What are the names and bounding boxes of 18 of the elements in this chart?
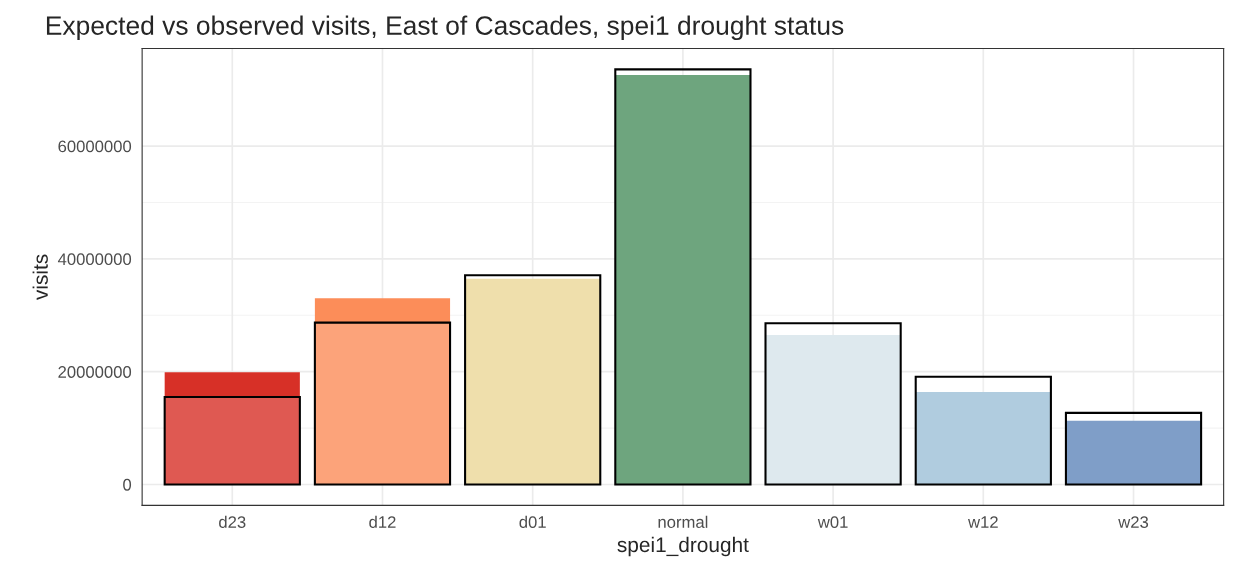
y-tick-label: 20000000: [58, 366, 132, 378]
y-tick-label: 60000000: [58, 140, 132, 153]
x-tick-label: d23: [219, 515, 246, 528]
x-tick-label: normal: [658, 515, 708, 528]
x-tick-label: d12: [369, 515, 396, 528]
chart-title: Expected vs observed visits, East of Cascades, spei1 drought status: [46, 15, 844, 41]
x-axis-title: spei1_drought: [617, 536, 749, 557]
y-axis-title: visits: [32, 254, 48, 301]
x-tick-label: w01: [817, 516, 848, 528]
bar: [915, 391, 1051, 485]
x-tick-label: w12: [968, 516, 998, 528]
bar: [914, 375, 1052, 486]
x-tick-label: w23: [1118, 516, 1149, 528]
y-tick-label: 0: [123, 478, 132, 491]
y-tick-label: 40000000: [57, 253, 132, 266]
bar: [164, 372, 300, 485]
x-tick-label: d01: [519, 515, 546, 528]
bar: [163, 396, 301, 486]
